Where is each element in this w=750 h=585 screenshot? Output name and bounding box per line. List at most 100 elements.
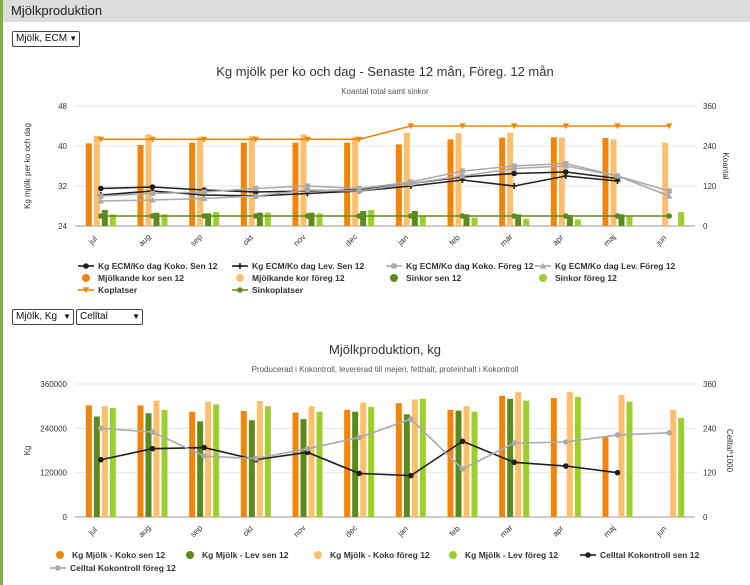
x-tick-label: nov (292, 523, 307, 538)
data-point (304, 213, 311, 219)
bar (352, 411, 359, 517)
bar (447, 139, 454, 226)
chevron-down-icon: ▼ (132, 312, 140, 321)
chart2-measure-select[interactable]: Celltal ▼ (76, 309, 143, 325)
bar (515, 392, 522, 517)
legend-symbol (82, 274, 90, 282)
x-tick-label: maj (602, 523, 618, 539)
data-point (562, 173, 569, 179)
x-tick-label: aug (137, 523, 153, 539)
y-tick-label: 48 (58, 102, 67, 111)
data-point (253, 213, 259, 219)
data-point (563, 439, 569, 445)
accent-bar (0, 0, 3, 585)
chart-title: Mjölkproduktion, kg (329, 342, 441, 357)
legend-label: Kg ECM/Ko dag Koko. Sen 12 (98, 261, 218, 271)
data-point (408, 472, 414, 479)
bar (101, 406, 108, 517)
bar (93, 416, 100, 517)
data-point (252, 192, 260, 199)
series-line (100, 440, 618, 477)
legend-symbol (391, 263, 397, 269)
chart2-measure-value: Celltal (80, 311, 108, 322)
data-point (149, 196, 156, 203)
data-point (201, 189, 207, 195)
bar (189, 411, 196, 517)
y-tick-label: 240000 (40, 424, 67, 433)
legend-label: Mjölkande kor sen 12 (98, 273, 184, 283)
bar (205, 213, 212, 226)
data-point (614, 178, 621, 184)
data-point (304, 445, 311, 452)
chart-subtitle: Koantal total samt sinkor (341, 87, 429, 96)
data-point (355, 136, 363, 143)
chart2-unit-select[interactable]: Mjölk, Kg ▼ (12, 309, 74, 325)
data-point (407, 123, 415, 130)
bar (507, 398, 514, 517)
data-point (97, 197, 105, 204)
legend-label: Sinkor sen 12 (406, 273, 462, 283)
milk-per-cow-chart: Kg mjölk per ko och dag - Senaste 12 mån… (23, 64, 730, 295)
bar (419, 215, 426, 226)
page-title: Mjölkproduktion (11, 3, 103, 18)
data-point (459, 172, 466, 179)
y2-tick-label: 240 (703, 142, 717, 151)
chart1-unit-select[interactable]: Mjölk, ECM ▼ (12, 31, 81, 47)
bar (499, 395, 506, 517)
data-point (355, 187, 363, 194)
bar (419, 398, 426, 517)
data-point (666, 213, 672, 219)
legend-symbol (186, 551, 194, 559)
bar (499, 137, 506, 226)
bar (101, 210, 108, 226)
data-point (149, 429, 156, 435)
data-point (149, 445, 156, 452)
y2-tick-label: 360 (703, 380, 717, 389)
bar (515, 214, 522, 226)
data-point (149, 184, 156, 190)
bar (316, 411, 323, 517)
legend-label: Celltal Kokontroll sen 12 (600, 550, 699, 560)
bar (395, 403, 402, 517)
bar (550, 398, 557, 517)
bar (574, 396, 581, 517)
bar (403, 414, 410, 517)
bar (240, 410, 247, 517)
data-point (563, 463, 569, 469)
data-point (98, 193, 104, 199)
data-point (200, 195, 208, 202)
legend-symbol (56, 551, 64, 559)
data-point (459, 438, 466, 445)
bar (205, 401, 212, 517)
legend-label: Kg Mjölk - Lev föreg 12 (465, 550, 558, 560)
x-tick-label: jul (86, 525, 99, 538)
legend-symbol (390, 274, 398, 282)
bar (308, 406, 315, 517)
data-point (356, 470, 362, 477)
y2-tick-label: 360 (703, 102, 717, 111)
bar (292, 412, 299, 517)
y2-axis-title: Celltal*1000 (725, 429, 734, 473)
chart2-unit-value: Mjölk, Kg (16, 311, 58, 322)
chart1-unit-value: Mjölk, ECM (16, 33, 68, 44)
bar (360, 402, 367, 517)
bar (662, 142, 669, 226)
data-point (511, 440, 517, 446)
legend-label: Kg ECM/Ko dag Lev. Föreg 12 (555, 261, 676, 271)
series-line (100, 165, 670, 202)
legend-symbol (237, 263, 243, 269)
y-axis-title: Kg mjölk per ko och dag (23, 123, 32, 209)
data-point (562, 123, 570, 130)
bar (471, 217, 478, 226)
data-point (614, 469, 621, 476)
data-point (459, 213, 466, 219)
series-line (100, 125, 670, 141)
bar (360, 211, 367, 226)
data-point (665, 192, 673, 199)
chart-subtitle: Producerad i Kokontroll, levererad till … (252, 365, 519, 374)
bar (344, 142, 351, 226)
y-tick-label: 360000 (40, 380, 67, 389)
bar (558, 137, 565, 226)
legend-label: Kg ECM/Ko dag Lev. Sen 12 (252, 261, 365, 271)
series-line (100, 418, 670, 470)
